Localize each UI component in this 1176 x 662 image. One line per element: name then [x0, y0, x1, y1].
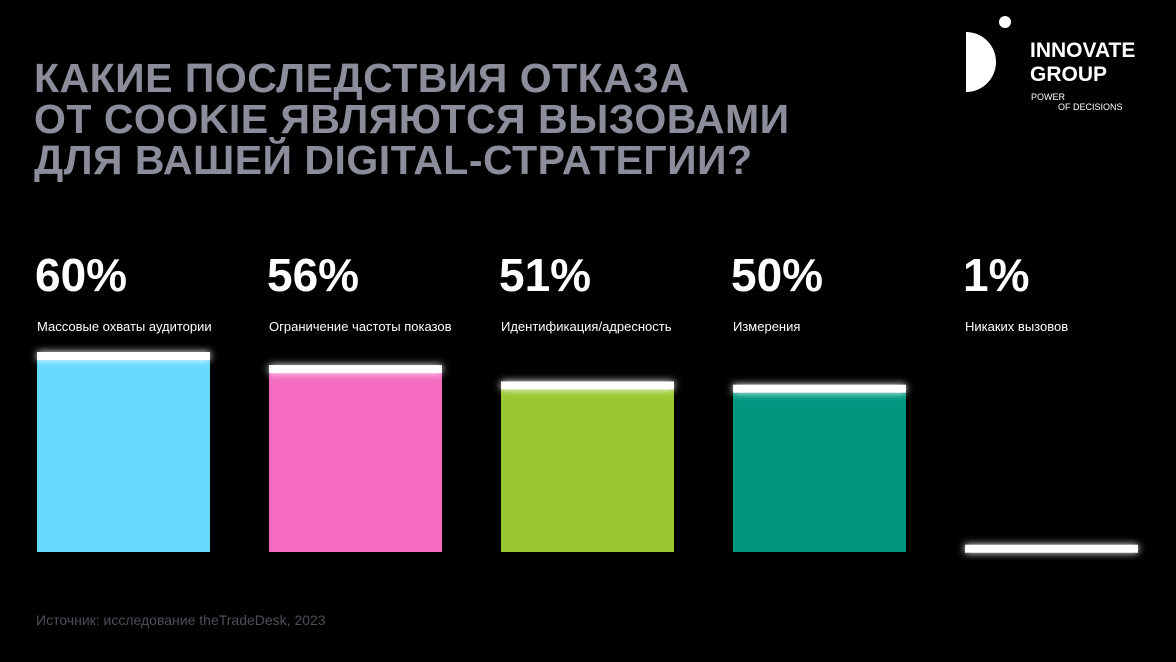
logo-mark	[966, 32, 996, 92]
value-label: 51%	[499, 249, 591, 301]
logo-dot	[999, 16, 1011, 28]
value-label: 60%	[35, 249, 127, 301]
value-label: 50%	[731, 249, 823, 301]
logo-name: GROUP	[1030, 63, 1107, 86]
value-label: 1%	[963, 249, 1029, 301]
category-label: Измерения	[733, 319, 800, 334]
title-line: ОТ COOKIE ЯВЛЯЮТСЯ ВЫЗОВАМИ	[34, 96, 790, 142]
title-line: КАКИЕ ПОСЛЕДСТВИЯ ОТКАЗА	[34, 55, 690, 101]
category-label: Идентификация/адресность	[501, 319, 672, 334]
plot: 60% Массовые охваты аудитории 56% Ограничен…	[35, 249, 1138, 553]
category-label: Ограничение частоты показов	[269, 319, 452, 334]
bar	[37, 356, 210, 552]
bar-cap	[269, 365, 442, 374]
logo: INNOVATE GROUP POWER OF DECISIONS	[966, 16, 1135, 112]
bar	[733, 388, 906, 552]
bar	[501, 385, 674, 552]
source-note: Источник: исследование theTradeDesk, 202…	[36, 612, 326, 628]
category-label: Массовые охваты аудитории	[37, 319, 212, 334]
bar-cap	[965, 544, 1138, 553]
title-line: ДЛЯ ВАШЕЙ DIGITAL-СТРАТЕГИИ?	[34, 137, 753, 183]
bar-cap	[37, 352, 210, 360]
bar-cap	[733, 384, 906, 393]
logo-tagline: POWER	[1031, 92, 1066, 102]
bar	[269, 369, 442, 552]
value-label: 56%	[267, 249, 359, 301]
logo-name: INNOVATE	[1030, 39, 1135, 62]
bar-cap	[501, 381, 674, 390]
category-label: Никаких вызовов	[965, 319, 1068, 334]
logo-tagline: OF DECISIONS	[1058, 102, 1123, 112]
